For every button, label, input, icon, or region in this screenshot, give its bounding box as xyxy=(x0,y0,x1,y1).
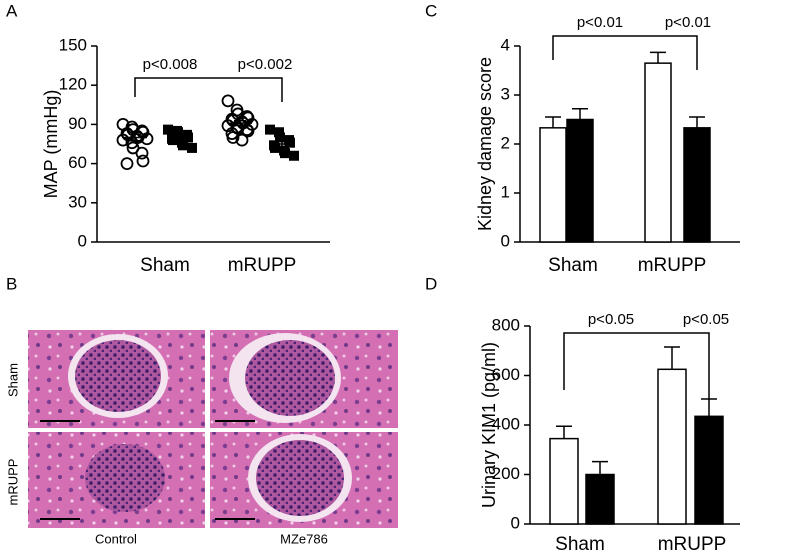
column-label: Control xyxy=(95,531,137,546)
significance-bracket xyxy=(658,35,698,70)
x-tick-label: Sham xyxy=(555,534,605,555)
glomerulus xyxy=(256,440,344,516)
bar xyxy=(549,437,579,525)
y-tick-label: 30 xyxy=(68,192,87,211)
data-point xyxy=(221,94,235,108)
x-tick-label: Sham xyxy=(140,255,190,276)
bar xyxy=(539,127,567,243)
panel-label: B xyxy=(6,274,17,293)
bar xyxy=(694,415,724,525)
significance-bracket xyxy=(563,332,672,390)
significance-bracket xyxy=(240,77,283,102)
y-tick-label: 150 xyxy=(59,35,87,54)
y-tick-label: 400 xyxy=(492,414,520,433)
y-tick-label: 1 xyxy=(501,182,510,201)
significance-bracket xyxy=(134,77,240,97)
error-bar xyxy=(129,133,141,142)
row-label: mRUPP xyxy=(5,459,20,506)
panel-label: D xyxy=(425,274,437,293)
panel-label: C xyxy=(425,1,437,20)
histology: Sham mRUPP Control MZe786 xyxy=(5,330,398,546)
y-axis-label: Kidney damage score xyxy=(475,57,495,231)
data-point xyxy=(270,142,280,153)
y-tick-label: 600 xyxy=(492,365,520,384)
x-tick-label: mRUPP xyxy=(658,534,727,555)
row-label: Sham xyxy=(5,363,20,397)
y-tick-label: 0 xyxy=(78,231,87,250)
annotation: p<0.008 xyxy=(143,56,198,73)
y-tick-label: 4 xyxy=(501,35,510,54)
glomerulus xyxy=(245,340,335,416)
data-point xyxy=(140,132,154,146)
data-point xyxy=(120,157,134,171)
glomerulus xyxy=(75,340,161,412)
annotation: p<0.01 xyxy=(665,14,711,31)
error-bar xyxy=(234,119,246,127)
y-axis-label: MAP (mmHg) xyxy=(41,90,61,199)
y-tick-label: 800 xyxy=(492,315,520,334)
data-point xyxy=(178,140,188,151)
bar xyxy=(566,118,594,243)
annotation: p<0.002 xyxy=(238,56,293,73)
significance-bracket xyxy=(672,332,710,400)
y-tick-label: 60 xyxy=(68,153,87,172)
x-tick-label: mRUPP xyxy=(638,255,707,276)
data-point xyxy=(116,133,130,147)
data-point xyxy=(173,127,183,138)
bar xyxy=(585,473,615,525)
data-point xyxy=(274,127,284,138)
annotation: p<0.05 xyxy=(683,311,729,328)
data-point xyxy=(289,150,299,161)
data-point xyxy=(135,146,149,160)
bar xyxy=(644,62,672,243)
x-tick-label: Sham xyxy=(548,255,598,276)
data-point xyxy=(136,154,150,168)
data-point xyxy=(226,131,240,144)
data-point xyxy=(285,137,295,148)
y-axis-label: Urinary KIM1 (pg/ml) xyxy=(479,342,499,508)
error-bar xyxy=(174,134,186,141)
data-point xyxy=(187,142,197,153)
panel-label: A xyxy=(6,1,18,20)
bar xyxy=(657,368,687,525)
y-tick-label: 200 xyxy=(492,464,520,483)
data-point xyxy=(275,132,285,143)
data-point xyxy=(163,124,173,135)
data-point xyxy=(241,124,255,138)
y-tick-label: 120 xyxy=(59,75,87,94)
y-tick-label: 0 xyxy=(501,231,510,250)
y-tick-label: 90 xyxy=(68,114,87,133)
column-label: MZe786 xyxy=(280,531,328,546)
glomerulus xyxy=(85,444,165,512)
data-point xyxy=(280,148,290,159)
significance-bracket xyxy=(552,35,658,60)
data-point xyxy=(235,133,249,147)
error-bar xyxy=(276,140,288,148)
annotation: p<0.01 xyxy=(577,14,623,31)
y-tick-label: 3 xyxy=(501,84,510,103)
bar xyxy=(683,127,711,243)
y-tick-label: 2 xyxy=(501,133,510,152)
x-tick-label: mRUPP xyxy=(228,255,297,276)
y-tick-label: 0 xyxy=(511,513,520,532)
data-point xyxy=(265,124,275,135)
annotation: p<0.05 xyxy=(588,311,634,328)
data-point xyxy=(168,135,178,146)
